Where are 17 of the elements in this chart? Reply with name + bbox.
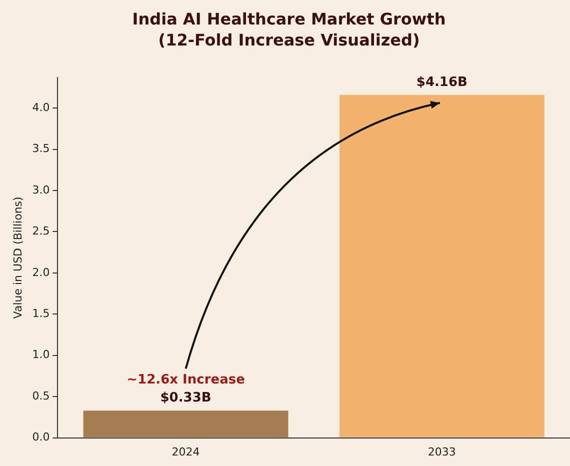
- data-label: $0.33B: [160, 390, 212, 406]
- y-tick-label: 4.0: [32, 100, 50, 114]
- x-tick-label: 2024: [172, 445, 200, 458]
- y-tick-label: 3.5: [32, 142, 50, 156]
- x-tick-label: 2033: [428, 445, 456, 458]
- text: India AI Healthcare Market Growth: [132, 10, 446, 29]
- data-label: $4.16B: [416, 74, 468, 90]
- y-tick-label: 0.5: [32, 389, 50, 402]
- y-tick-label: 3.0: [32, 183, 50, 196]
- y-tick-label: 1.5: [32, 307, 50, 320]
- y-tick-label: 0.0: [32, 430, 50, 444]
- y-tick-label: 1.0: [32, 348, 50, 362]
- y-tick-label: 2.0: [32, 266, 50, 279]
- y-tick-label: 2.5: [32, 224, 50, 238]
- y-axis-title: Value in USD (Billions): [11, 196, 24, 319]
- annotation: ~12.6x Increase: [126, 372, 246, 388]
- text: (12-Fold Increase Visualized): [158, 30, 420, 50]
